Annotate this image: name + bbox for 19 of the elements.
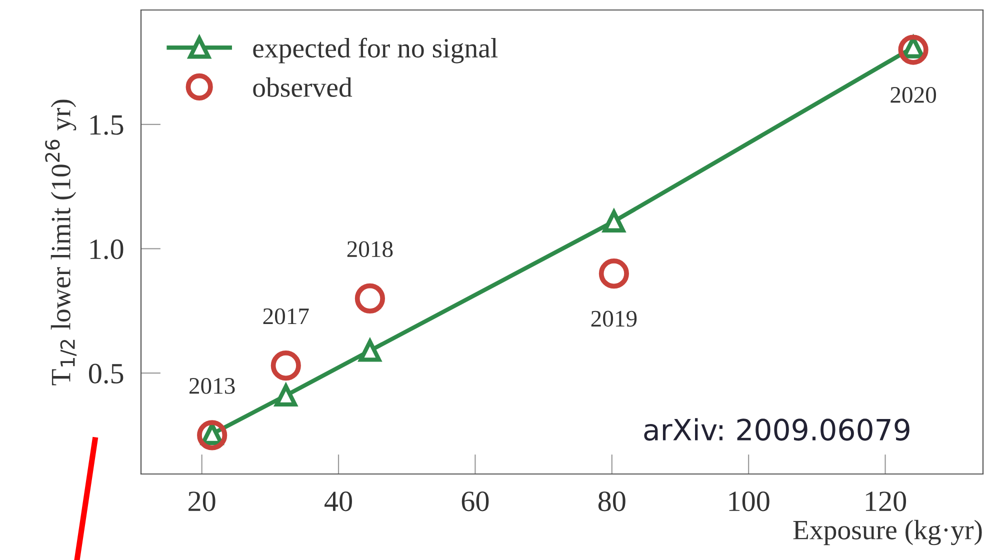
x-tick-label: 120: [866, 492, 906, 512]
x-axis-title: Exposure (kg·yr): [793, 520, 982, 546]
annotation: 2013: [190, 378, 235, 394]
x-tick-label: 60: [462, 492, 489, 512]
annotation: 2017: [263, 308, 309, 324]
annotation: arXiv: 2009.06079: [644, 418, 910, 441]
x-tick-label: 40: [324, 492, 352, 512]
y-tick-label: 1.5: [90, 115, 124, 135]
legend-label: observed: [253, 77, 352, 97]
x-tick-label: 80: [598, 492, 626, 512]
x-tick-label: 100: [729, 492, 770, 512]
y-tick-label: 1.0: [90, 239, 124, 260]
legend-label: expected for no signal: [253, 38, 498, 64]
x-tick-label: 20: [188, 492, 216, 512]
y-tick-label: 0.5: [88, 364, 124, 384]
y-axis-title: T$_{1/2}$ lower limit (10$^{26}$ yr): [45, 100, 77, 386]
annotation: 2019: [591, 310, 637, 327]
annotation: 2018: [347, 241, 393, 258]
annotation: 2020: [890, 86, 936, 103]
